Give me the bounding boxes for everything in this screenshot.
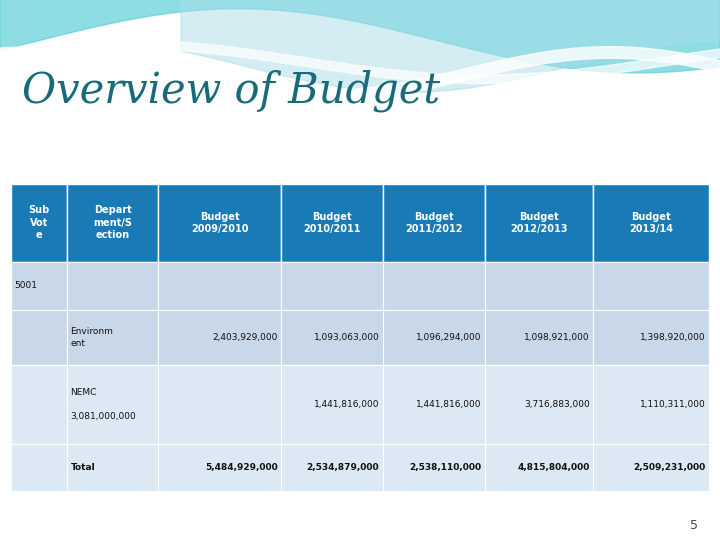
- Bar: [281, 309, 383, 366]
- Text: 2,534,879,000: 2,534,879,000: [307, 463, 379, 472]
- Bar: [67, 366, 158, 444]
- Text: 1,093,063,000: 1,093,063,000: [314, 333, 379, 342]
- Text: 5001: 5001: [14, 281, 37, 290]
- Bar: [485, 262, 593, 309]
- Text: 2,509,231,000: 2,509,231,000: [634, 463, 706, 472]
- Bar: [158, 184, 281, 262]
- Bar: [158, 262, 281, 309]
- Bar: [383, 444, 485, 491]
- Bar: [67, 184, 158, 262]
- Text: 1,398,920,000: 1,398,920,000: [640, 333, 706, 342]
- Bar: [11, 444, 67, 491]
- Bar: [593, 444, 709, 491]
- Bar: [158, 309, 281, 366]
- Bar: [485, 366, 593, 444]
- Bar: [485, 184, 593, 262]
- Bar: [158, 444, 281, 491]
- Text: 1,098,921,000: 1,098,921,000: [524, 333, 590, 342]
- Text: 3,716,883,000: 3,716,883,000: [524, 400, 590, 409]
- Text: 5: 5: [690, 519, 698, 532]
- Text: Budget
2010/2011: Budget 2010/2011: [303, 212, 361, 234]
- Bar: [67, 444, 158, 491]
- Text: Environm
ent: Environm ent: [71, 327, 113, 348]
- Bar: [281, 262, 383, 309]
- Text: Budget
2013/14: Budget 2013/14: [629, 212, 673, 234]
- Bar: [485, 309, 593, 366]
- Bar: [158, 366, 281, 444]
- Text: Depart
ment/S
ection: Depart ment/S ection: [93, 205, 132, 240]
- Bar: [11, 262, 67, 309]
- Text: Overview of Budget: Overview of Budget: [22, 69, 440, 112]
- Text: 5,484,929,000: 5,484,929,000: [204, 463, 277, 472]
- Text: Budget
2009/2010: Budget 2009/2010: [191, 212, 248, 234]
- Bar: [593, 309, 709, 366]
- Text: 1,441,816,000: 1,441,816,000: [415, 400, 481, 409]
- Bar: [593, 366, 709, 444]
- Text: Budget
2011/2012: Budget 2011/2012: [405, 212, 462, 234]
- Bar: [383, 366, 485, 444]
- Text: Total: Total: [71, 463, 95, 472]
- Text: Budget
2012/2013: Budget 2012/2013: [510, 212, 568, 234]
- Text: 1,441,816,000: 1,441,816,000: [314, 400, 379, 409]
- Text: Sub
Vot
e: Sub Vot e: [28, 205, 50, 240]
- Text: 2,538,110,000: 2,538,110,000: [409, 463, 481, 472]
- Text: 1,110,311,000: 1,110,311,000: [640, 400, 706, 409]
- Bar: [383, 184, 485, 262]
- Text: 2,403,929,000: 2,403,929,000: [212, 333, 277, 342]
- Bar: [67, 262, 158, 309]
- Bar: [11, 366, 67, 444]
- Bar: [281, 444, 383, 491]
- Bar: [11, 184, 67, 262]
- Bar: [593, 184, 709, 262]
- Text: 1,096,294,000: 1,096,294,000: [415, 333, 481, 342]
- Bar: [67, 309, 158, 366]
- Text: NEMC

3,081,000,000: NEMC 3,081,000,000: [71, 388, 136, 421]
- Bar: [281, 366, 383, 444]
- Text: 4,815,804,000: 4,815,804,000: [518, 463, 590, 472]
- Bar: [281, 184, 383, 262]
- Bar: [11, 309, 67, 366]
- Bar: [383, 262, 485, 309]
- Bar: [383, 309, 485, 366]
- Bar: [593, 262, 709, 309]
- Bar: [485, 444, 593, 491]
